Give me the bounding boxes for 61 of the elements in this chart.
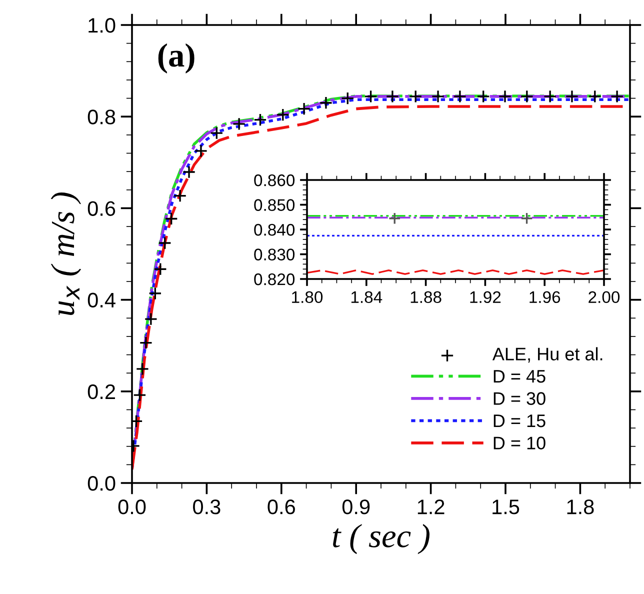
point [543, 90, 557, 104]
legend-label: D = 30 [494, 392, 546, 405]
point [254, 113, 267, 126]
x-tick-label: 1.5 [492, 500, 520, 514]
legend-label: D = 15 [494, 414, 546, 428]
y-tick-label: 0.2 [88, 384, 115, 400]
x-tick-label: 2.00 [588, 291, 620, 304]
point [520, 90, 534, 104]
point [498, 90, 512, 104]
x-tick-label: 1.88 [410, 291, 442, 304]
point [408, 90, 422, 104]
y-tick-label: 0.4 [88, 292, 116, 308]
y-tick-label: 1.0 [88, 18, 116, 33]
x-tick-label: 1.92 [470, 291, 501, 304]
point [364, 90, 378, 104]
y-tick-label: 0.830 [254, 248, 295, 260]
y-tick-label: 0.0 [88, 476, 116, 491]
point [173, 189, 187, 202]
point [297, 102, 311, 116]
point [565, 90, 579, 104]
x-tick-label: 1.8 [567, 500, 594, 514]
point [232, 117, 246, 131]
point [210, 126, 224, 140]
legend-label: D = 10 [494, 436, 546, 450]
x-tick-label: 1.96 [530, 291, 560, 304]
x-tick-label: 0.0 [118, 500, 146, 514]
point [610, 90, 624, 104]
y-tick-label: 0.840 [254, 224, 295, 236]
x-tick-label: 1.2 [418, 500, 444, 514]
point [453, 90, 467, 104]
point [182, 165, 196, 179]
point [340, 92, 354, 105]
point [386, 90, 400, 104]
point [194, 144, 208, 158]
y-tick-label: 0.850 [254, 199, 295, 211]
y-tick-label: 0.6 [88, 201, 116, 216]
y-tick-label: 0.820 [254, 273, 295, 286]
point [164, 212, 178, 226]
point [476, 90, 490, 104]
y-axis-title: u$_{x}$ ( m/s ) [50, 192, 82, 316]
point [154, 262, 168, 276]
point [588, 90, 602, 104]
x-tick-label: 1.80 [292, 291, 323, 304]
x-tick-label: 0.3 [193, 500, 220, 514]
point [276, 108, 290, 122]
point [144, 312, 158, 326]
legend-label: ALE, Hu et al. [492, 347, 602, 363]
x-axis-title: t ( sec ) [332, 524, 430, 554]
point [158, 236, 172, 250]
point [133, 388, 146, 402]
point [319, 96, 333, 110]
x-tick-label: 1.84 [351, 291, 382, 304]
point [431, 90, 445, 104]
legend-label: D = 45 [494, 370, 546, 383]
point [139, 336, 153, 350]
point [148, 286, 162, 300]
annotation: (a) [158, 43, 194, 74]
y-tick-label: 0.860 [254, 174, 295, 186]
x-tick-label: 0.9 [342, 500, 370, 514]
y-tick-label: 0.8 [88, 110, 116, 124]
point [136, 362, 150, 376]
